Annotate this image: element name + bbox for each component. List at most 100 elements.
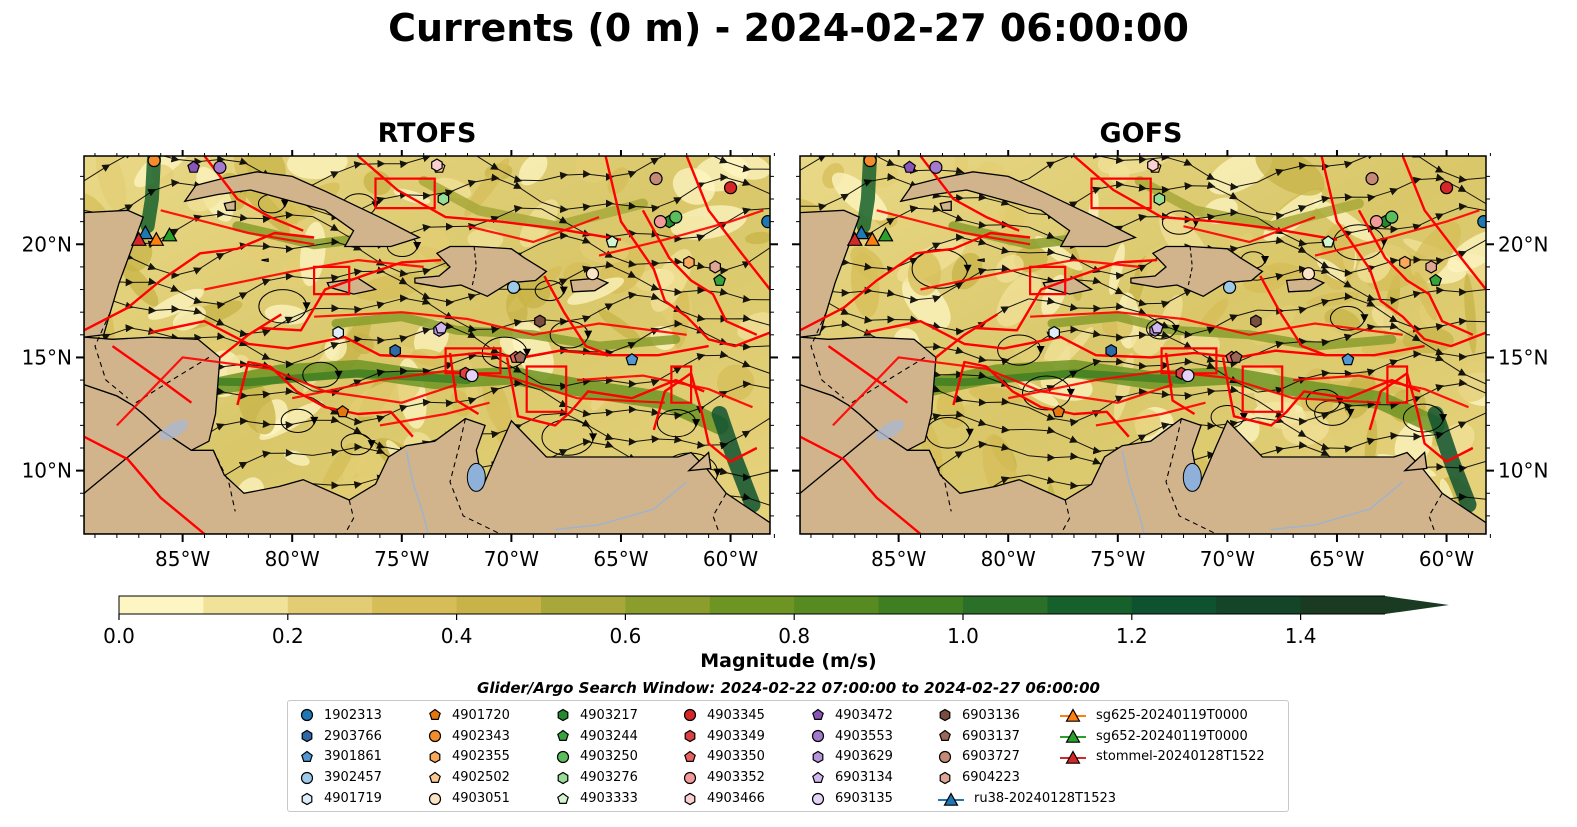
- legend-item[interactable]: 4903472: [809, 705, 893, 726]
- legend-item[interactable]: 6903134: [809, 767, 893, 788]
- float-marker-4901720[interactable]: [1052, 405, 1066, 418]
- glider-marker-sg652-20240119T0000[interactable]: [161, 226, 178, 242]
- float-marker-6904223[interactable]: [1425, 260, 1438, 274]
- glider-marker-sg625-20240119T0000[interactable]: [864, 231, 881, 246]
- float-marker-4901719[interactable]: [1048, 325, 1061, 340]
- legend-item[interactable]: 4902502: [426, 767, 510, 788]
- legend-label: 4903345: [707, 707, 765, 723]
- float-marker-4903051[interactable]: [585, 267, 600, 281]
- float-marker-4903345[interactable]: [1439, 181, 1454, 195]
- legend-item[interactable]: 4901720: [426, 705, 510, 726]
- glider-marker-ru38-20240128T1523[interactable]: [853, 224, 870, 240]
- legend-item[interactable]: 4902343: [426, 726, 510, 747]
- legend-item[interactable]: 3902457: [298, 767, 382, 788]
- legend-item[interactable]: 6903135: [809, 788, 893, 809]
- float-marker-6903135[interactable]: [465, 368, 479, 383]
- float-marker-4903276[interactable]: [437, 192, 450, 206]
- lat-tick-label: 10°N: [1498, 459, 1548, 483]
- legend-label: 4902355: [452, 749, 510, 765]
- float-marker-4903333[interactable]: [1321, 235, 1335, 248]
- colorbar-extend-arrow: [1385, 596, 1449, 614]
- float-marker-6903137[interactable]: [513, 350, 527, 363]
- float-marker-4901720[interactable]: [336, 405, 350, 418]
- legend-item[interactable]: 4903333: [554, 788, 638, 809]
- float-marker-4903466[interactable]: [1147, 158, 1159, 172]
- legend-item[interactable]: sg625-20240119T0000: [1058, 705, 1265, 726]
- legend-item[interactable]: 6903137: [936, 726, 1116, 747]
- legend-column: 6903136 6903137 6903727 6904223 ru38-2024012…: [936, 705, 1116, 809]
- legend-item[interactable]: 4903349: [681, 726, 765, 747]
- legend-item[interactable]: 1902313: [298, 705, 382, 726]
- glider-marker-sg652-20240119T0000[interactable]: [877, 226, 894, 242]
- float-marker-1902313[interactable]: [761, 215, 774, 229]
- float-marker-6904223[interactable]: [709, 260, 722, 274]
- float-marker-4903352[interactable]: [653, 215, 668, 229]
- float-marker-6903135[interactable]: [1181, 368, 1195, 383]
- float-marker-4903244[interactable]: [713, 273, 727, 286]
- float-marker-4902355[interactable]: [1399, 255, 1411, 270]
- glider-marker-stommel-20240128T1522[interactable]: [846, 231, 863, 246]
- float-marker-4902343[interactable]: [863, 155, 877, 168]
- legend-item[interactable]: 4903466: [681, 788, 765, 809]
- float-marker-4902343[interactable]: [147, 155, 161, 168]
- float-marker-1902313[interactable]: [1477, 215, 1490, 229]
- legend-item[interactable]: 4903553: [809, 726, 893, 747]
- figure-title: Currents (0 m) - 2024-02-27 06:00:00: [388, 6, 1189, 50]
- legend-item[interactable]: 4903629: [809, 747, 893, 768]
- glider-marker-ru38-20240128T1523[interactable]: [137, 224, 154, 240]
- float-marker-6903137[interactable]: [1229, 350, 1243, 363]
- float-marker-3901861[interactable]: [1341, 352, 1355, 366]
- legend-label: 4901720: [452, 707, 510, 723]
- legend-item[interactable]: 6903727: [936, 747, 1116, 768]
- legend-item[interactable]: 4903276: [554, 767, 638, 788]
- float-marker-6903727[interactable]: [649, 172, 663, 186]
- float-marker-4903466[interactable]: [431, 158, 443, 172]
- float-marker-3901861[interactable]: [625, 352, 639, 366]
- land-isla-juventud: [939, 200, 952, 211]
- float-marker-2903766[interactable]: [1105, 344, 1118, 358]
- legend-item[interactable]: 3901861: [298, 747, 382, 768]
- legend-item[interactable]: 4903217: [554, 705, 638, 726]
- float-marker-6903134[interactable]: [1150, 321, 1164, 334]
- legend-item[interactable]: 6904223: [936, 767, 1116, 788]
- float-marker-3902457[interactable]: [1222, 280, 1237, 294]
- float-marker-4903553[interactable]: [213, 160, 227, 174]
- float-marker-3902457[interactable]: [506, 280, 521, 294]
- gofs-map[interactable]: 85°W 80°W 75°W 70°W 65°W 60°W 20°N 15°N 10°N: [769, 130, 1548, 571]
- legend-item[interactable]: 4903250: [554, 747, 638, 768]
- glider-marker-stommel-20240128T1522[interactable]: [130, 231, 147, 246]
- glider-marker-sg625-20240119T0000[interactable]: [148, 231, 165, 246]
- float-marker-6903727[interactable]: [1365, 172, 1379, 186]
- float-marker-6903136[interactable]: [534, 314, 546, 328]
- float-marker-2903766[interactable]: [389, 344, 401, 358]
- legend-item[interactable]: 6903136: [936, 705, 1116, 726]
- legend-item[interactable]: 4903345: [681, 705, 765, 726]
- float-marker-4903472[interactable]: [903, 160, 917, 173]
- legend-item[interactable]: 4903051: [426, 788, 510, 809]
- legend-item[interactable]: 4903244: [554, 726, 638, 747]
- float-marker-4903472[interactable]: [187, 160, 201, 173]
- legend-item[interactable]: sg652-20240119T0000: [1058, 726, 1265, 747]
- rtofs-map[interactable]: 85°W 80°W 75°W 70°W 65°W 60°W 20°N 15°N 10°N: [22, 127, 779, 571]
- legend-label: 4903217: [580, 707, 638, 723]
- float-marker-4903250[interactable]: [1385, 210, 1399, 224]
- legend-item[interactable]: 4901719: [298, 788, 382, 809]
- legend-item[interactable]: 4902355: [426, 747, 510, 768]
- float-marker-4903345[interactable]: [723, 181, 738, 195]
- float-marker-4903244[interactable]: [1429, 273, 1443, 286]
- float-marker-6903134[interactable]: [434, 321, 448, 334]
- legend-item[interactable]: ru38-20240128T1523: [936, 788, 1116, 809]
- float-marker-6903136[interactable]: [1250, 314, 1262, 328]
- float-marker-4903333[interactable]: [605, 235, 619, 248]
- float-marker-4902355[interactable]: [683, 255, 695, 270]
- float-marker-4901719[interactable]: [332, 325, 344, 340]
- float-marker-4903276[interactable]: [1153, 192, 1166, 206]
- float-marker-4903352[interactable]: [1369, 215, 1384, 229]
- float-marker-4903051[interactable]: [1301, 267, 1316, 281]
- legend-item[interactable]: stommel-20240128T1522: [1058, 747, 1265, 768]
- legend-item[interactable]: 2903766: [298, 726, 382, 747]
- float-marker-4903250[interactable]: [669, 210, 683, 224]
- legend-item[interactable]: 4903352: [681, 767, 765, 788]
- float-marker-4903553[interactable]: [929, 160, 943, 174]
- legend-item[interactable]: 4903350: [681, 747, 765, 768]
